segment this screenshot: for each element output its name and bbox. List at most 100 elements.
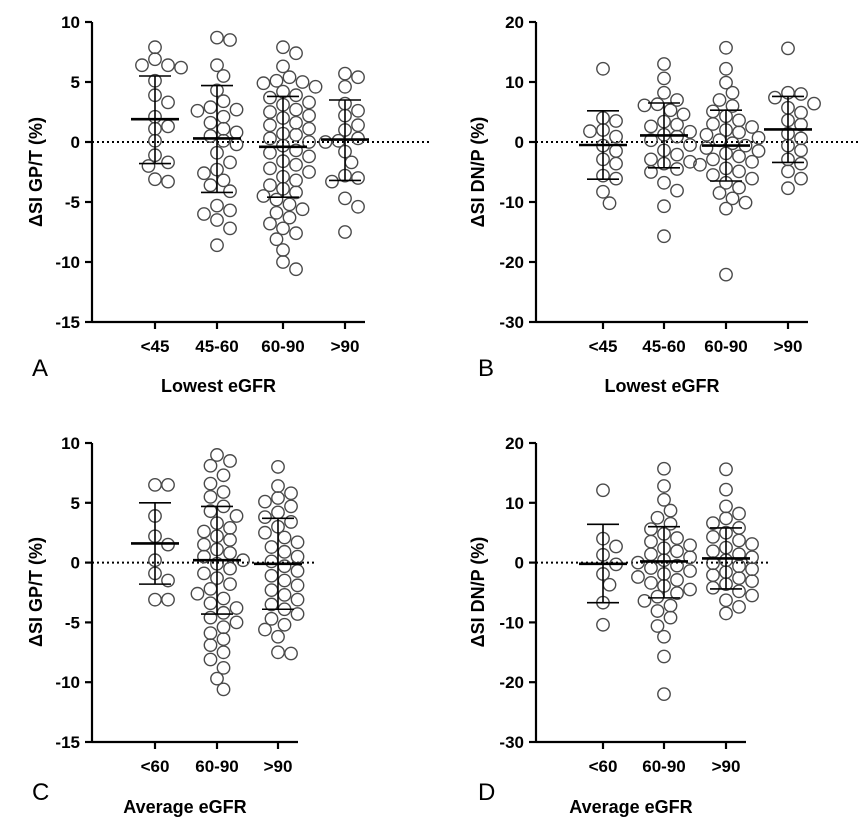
data-point <box>650 510 665 525</box>
data-point <box>670 147 684 162</box>
data-point <box>264 540 279 554</box>
data-point <box>338 79 352 94</box>
data-point <box>263 216 277 231</box>
data-point <box>663 598 678 613</box>
data-point <box>670 531 684 545</box>
data-point <box>229 137 244 152</box>
group-0 <box>131 477 179 607</box>
data-point <box>229 601 244 615</box>
x-tick-label: >90 <box>331 337 360 356</box>
data-point <box>203 638 218 653</box>
y-tick-label: -10 <box>55 253 80 272</box>
data-point <box>197 207 211 221</box>
data-point <box>284 486 298 501</box>
data-point <box>725 191 740 206</box>
group-0 <box>579 483 627 632</box>
data-point <box>289 127 303 142</box>
data-point <box>263 131 277 146</box>
group-2 <box>254 460 305 661</box>
data-point <box>596 483 610 498</box>
data-point <box>256 76 271 91</box>
data-point <box>302 121 316 136</box>
data-point <box>732 571 746 586</box>
data-point <box>683 564 697 578</box>
data-point <box>650 97 665 112</box>
data-point <box>807 96 821 111</box>
data-point <box>732 506 746 521</box>
data-point <box>258 622 272 637</box>
data-point <box>258 510 272 525</box>
chart-panel-a: 10 5 0 -5 -10 -15 <45 45-60 60-90 >90 Lowest eGFR Δ… <box>26 13 430 396</box>
data-point <box>203 652 218 667</box>
data-point <box>284 515 298 529</box>
data-point <box>644 119 658 134</box>
data-point <box>699 141 714 155</box>
data-point <box>216 121 231 136</box>
data-point <box>644 522 658 537</box>
data-point <box>657 461 671 476</box>
x-tick-label: >90 <box>264 757 293 776</box>
data-point <box>602 196 617 211</box>
data-point <box>190 103 205 118</box>
data-point <box>197 524 211 539</box>
data-point <box>712 93 727 107</box>
data-point <box>794 87 808 101</box>
data-point <box>794 143 808 158</box>
group-1 <box>637 57 697 244</box>
data-point <box>135 58 149 73</box>
data-point <box>277 559 292 574</box>
data-point <box>216 69 231 83</box>
data-point <box>216 133 231 148</box>
data-point <box>203 596 218 611</box>
group-2 <box>256 40 323 277</box>
data-point <box>712 186 727 200</box>
data-point <box>277 617 292 632</box>
data-point <box>203 178 218 193</box>
y-tick-label: 0 <box>71 133 80 152</box>
data-point <box>161 592 175 607</box>
data-point <box>210 671 224 686</box>
data-point <box>683 138 697 152</box>
data-point <box>732 584 746 599</box>
data-point <box>197 549 211 564</box>
data-point <box>338 66 352 81</box>
data-point <box>706 104 720 119</box>
data-point <box>644 133 658 148</box>
data-point <box>216 485 231 499</box>
data-point <box>719 593 733 608</box>
y-tick-label: 5 <box>71 73 80 92</box>
group-2 <box>693 40 766 282</box>
data-point <box>663 610 678 625</box>
y-tick-label: -15 <box>55 733 80 752</box>
data-point <box>223 532 237 547</box>
data-point <box>264 568 279 583</box>
data-point <box>229 615 244 630</box>
data-point <box>216 632 231 647</box>
data-point <box>269 232 284 247</box>
data-point <box>271 629 285 644</box>
y-tick-label: 10 <box>505 494 524 513</box>
data-point <box>258 525 272 540</box>
data-point <box>223 577 237 592</box>
data-point <box>706 580 720 595</box>
data-point <box>751 130 766 145</box>
data-point <box>609 156 623 171</box>
data-point <box>657 629 671 644</box>
data-point <box>203 489 218 504</box>
data-point <box>264 611 279 626</box>
panel-letter: C <box>32 779 49 806</box>
data-point <box>269 205 284 220</box>
data-point <box>725 85 740 100</box>
data-point <box>258 494 272 509</box>
data-point <box>663 503 678 518</box>
data-point <box>596 184 610 199</box>
data-point <box>197 566 211 581</box>
data-point <box>794 156 808 171</box>
data-point <box>719 40 733 55</box>
data-point <box>302 165 316 179</box>
data-point <box>271 505 285 520</box>
data-point <box>657 229 671 244</box>
data-point <box>732 125 746 140</box>
group-1 <box>631 461 697 702</box>
data-point <box>670 93 684 107</box>
